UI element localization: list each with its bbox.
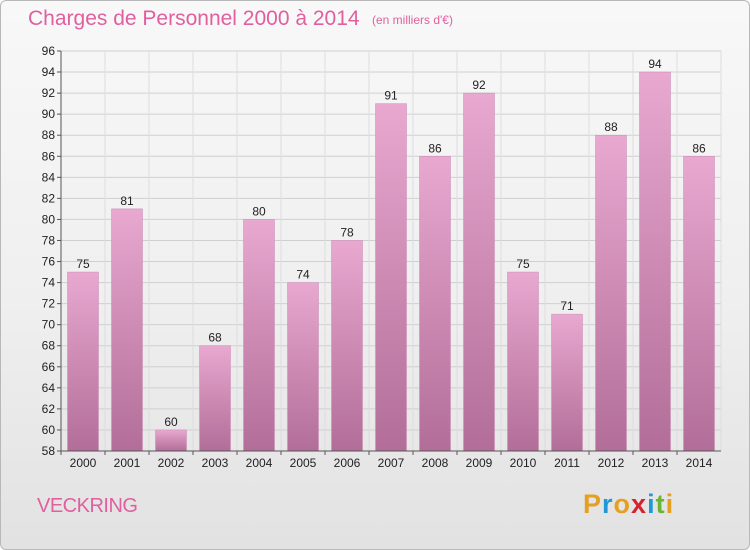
y-tick-label: 78	[42, 233, 56, 247]
value-label: 80	[252, 204, 266, 218]
chart-subtitle: (en milliers d'€)	[372, 13, 453, 27]
bar-2004	[243, 219, 275, 452]
value-label: 92	[472, 78, 486, 92]
y-tick-label: 92	[42, 86, 56, 100]
x-tick-label: 2008	[422, 456, 449, 470]
bar-2002	[155, 429, 187, 452]
bar-2000	[67, 271, 99, 452]
logo-letter: o	[613, 489, 632, 519]
x-tick-label: 2009	[466, 456, 493, 470]
y-tick-label: 84	[42, 170, 56, 184]
bar-2007	[375, 103, 407, 452]
y-tick-label: 82	[42, 191, 56, 205]
y-tick-label: 72	[42, 297, 56, 311]
y-tick-label: 70	[42, 318, 56, 332]
bar-2008	[419, 156, 451, 452]
x-tick-label: 2001	[114, 456, 141, 470]
value-label: 86	[692, 141, 706, 155]
logo-letter: P	[583, 489, 603, 519]
logo-letter: i	[647, 489, 656, 519]
value-label: 68	[208, 331, 222, 345]
y-tick-label: 68	[42, 339, 56, 353]
bar-2011	[551, 313, 583, 452]
logo-letter: r	[602, 489, 614, 519]
x-tick-label: 2010	[510, 456, 537, 470]
bar-2014	[683, 156, 715, 452]
bar-2013	[639, 71, 671, 452]
value-label: 81	[120, 194, 134, 208]
logo-letter: t	[655, 489, 666, 519]
x-tick-label: 2013	[642, 456, 669, 470]
value-label: 88	[604, 120, 618, 134]
value-label: 74	[296, 268, 310, 282]
value-label: 86	[428, 141, 442, 155]
y-tick-label: 96	[42, 44, 56, 58]
y-tick-label: 86	[42, 149, 56, 163]
x-tick-label: 2002	[158, 456, 185, 470]
x-tick-label: 2003	[202, 456, 229, 470]
value-label: 71	[560, 299, 574, 313]
value-label: 94	[648, 57, 662, 71]
bar-2001	[111, 208, 143, 452]
bars	[67, 71, 715, 452]
bar-2006	[331, 240, 363, 452]
y-tick-label: 64	[42, 381, 56, 395]
y-tick-label: 58	[42, 444, 56, 458]
y-tick-label: 62	[42, 402, 56, 416]
logo-letter: x	[631, 489, 648, 519]
y-tick-label: 60	[42, 423, 56, 437]
place-name: VECKRING	[37, 495, 138, 517]
x-tick-label: 2014	[686, 456, 713, 470]
x-tick-label: 2005	[290, 456, 317, 470]
x-tick-label: 2007	[378, 456, 405, 470]
bar-2005	[287, 282, 319, 452]
value-label: 60	[164, 415, 178, 429]
axes: 58 60 62 64 66 68 70 72 74 76 78 80 82 84 86 88 90 92 94 96	[42, 44, 721, 458]
value-label: 91	[384, 89, 398, 103]
x-tick-label: 2012	[598, 456, 625, 470]
labels: 75 2000 81 2001 60 2002 68 2003 80 2004 74 2005 78 20…	[70, 57, 713, 470]
x-tick-label: 2000	[70, 456, 97, 470]
value-label: 78	[340, 225, 354, 239]
y-tick-label: 94	[42, 65, 56, 79]
y-tick-label: 88	[42, 128, 56, 142]
proxiti-logo[interactable]: Proxiti	[583, 489, 674, 520]
x-tick-label: 2004	[246, 456, 273, 470]
x-tick-label: 2011	[554, 456, 580, 470]
chart-title: Charges de Personnel 2000 à 2014	[28, 7, 360, 30]
bar-2012	[595, 134, 627, 452]
y-tick-label: 76	[42, 255, 56, 269]
y-tick-label: 90	[42, 107, 56, 121]
value-label: 75	[516, 257, 530, 271]
value-label: 75	[76, 257, 90, 271]
y-tick-label: 80	[42, 212, 56, 226]
bar-2010	[507, 271, 539, 452]
y-tick-label: 74	[42, 276, 56, 290]
bar-2003	[199, 345, 231, 452]
bar-2009	[463, 92, 495, 452]
logo-letter: i	[665, 489, 675, 519]
y-tick-label: 66	[42, 360, 56, 374]
x-tick-label: 2006	[334, 456, 361, 470]
